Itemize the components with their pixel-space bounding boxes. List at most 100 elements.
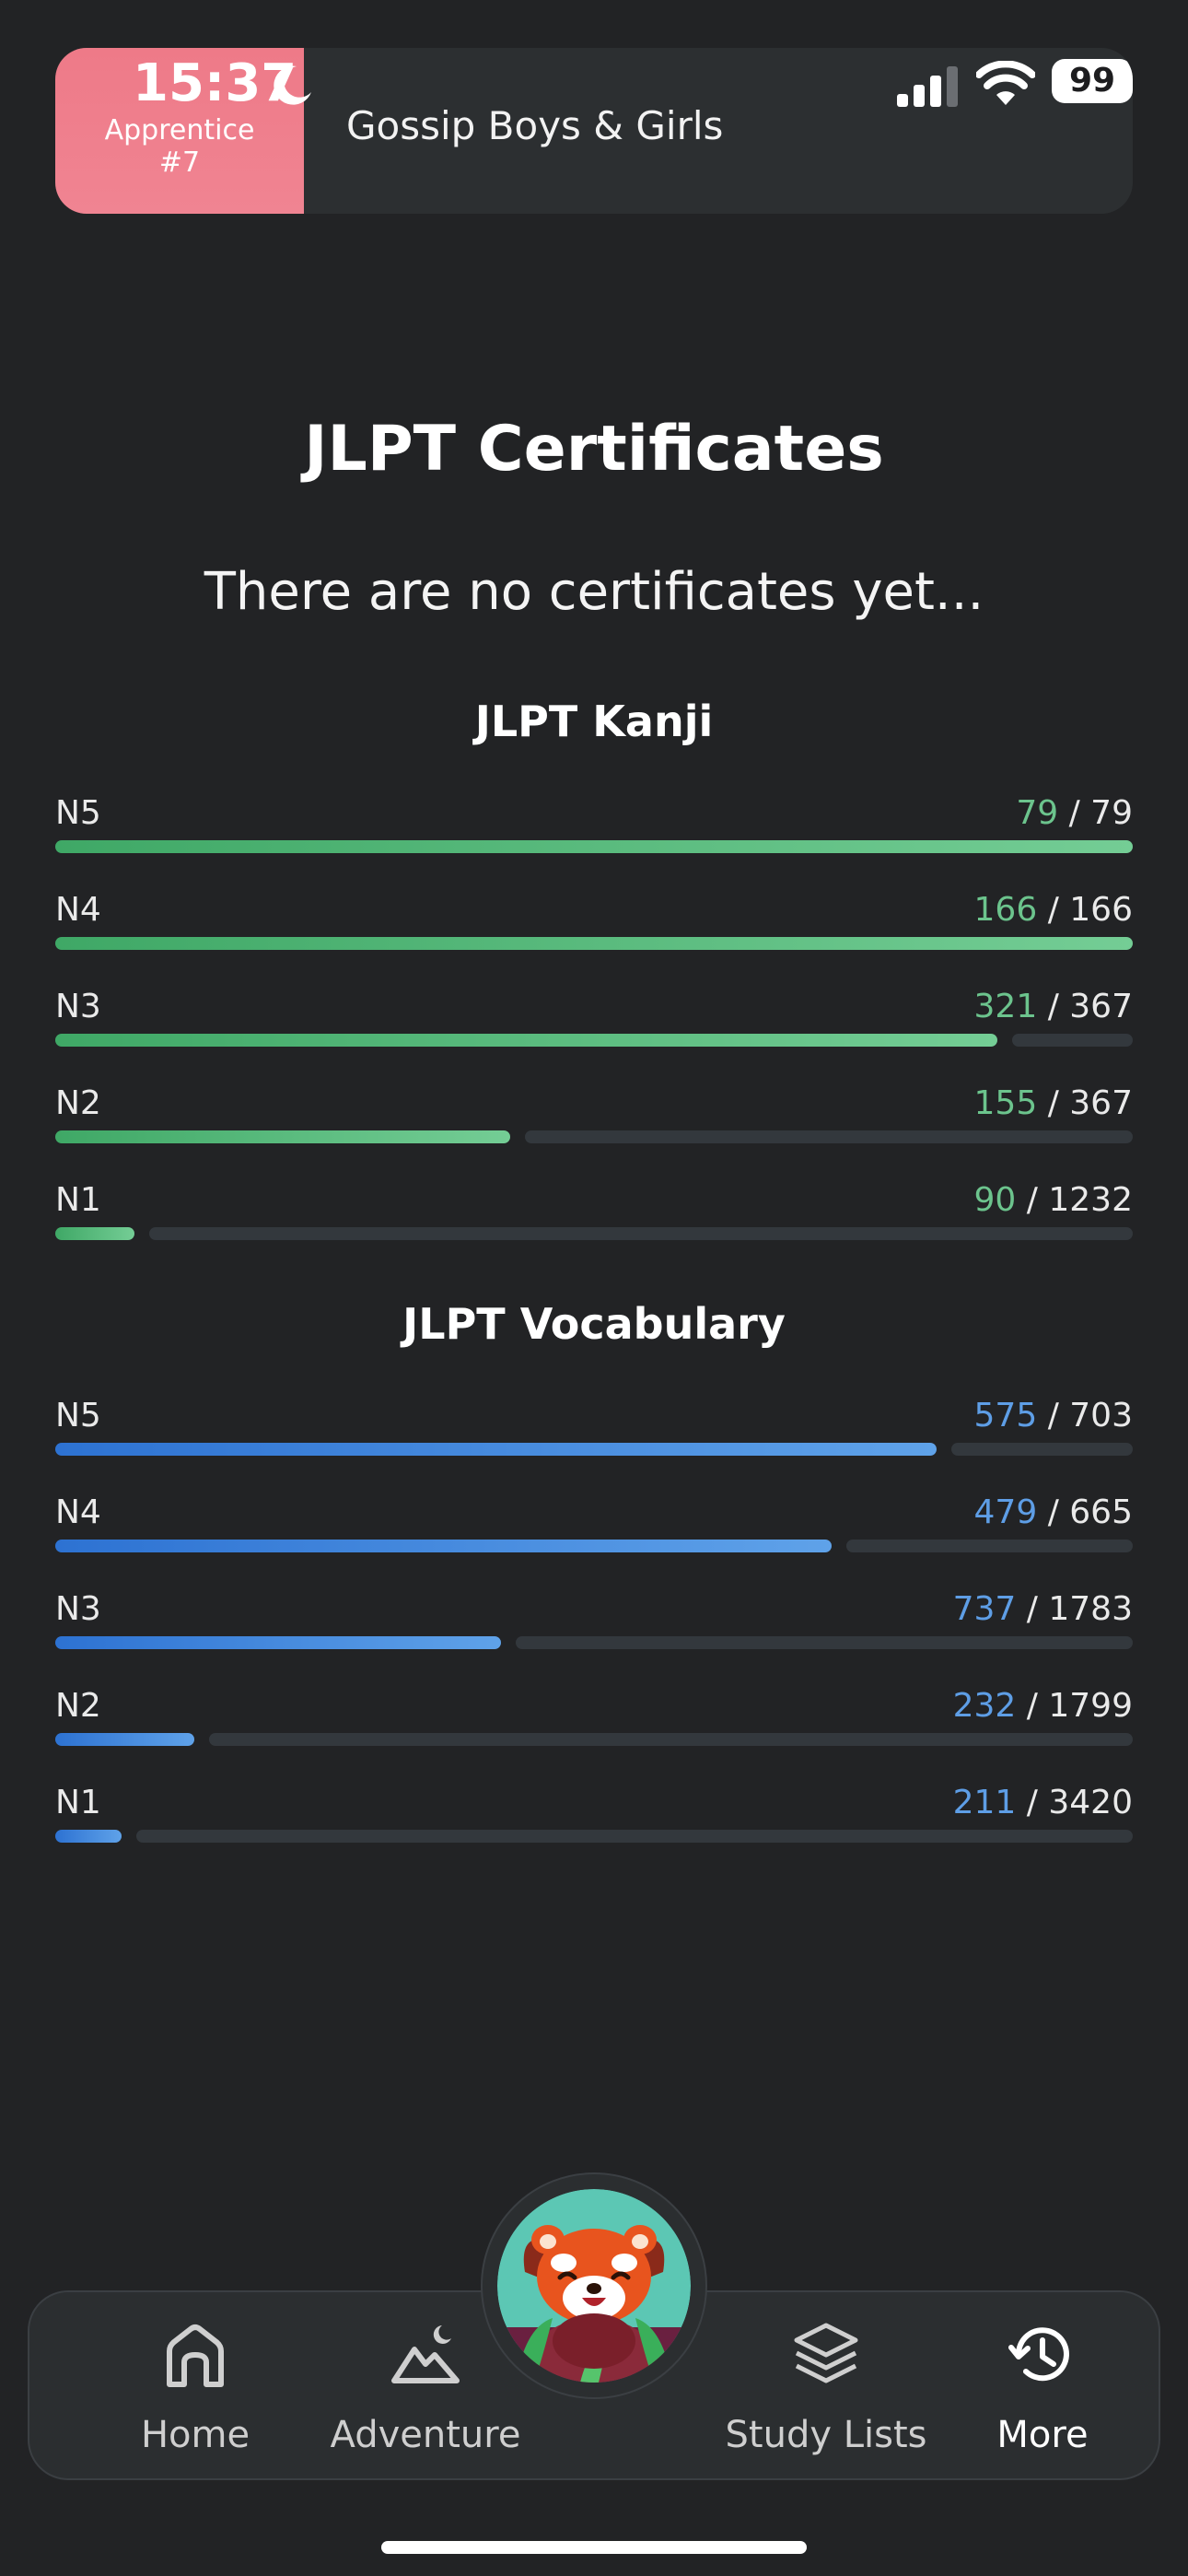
home-indicator[interactable]: [381, 2541, 807, 2554]
progress-level-label: N4: [55, 891, 101, 929]
progress-level-label: N5: [55, 794, 101, 832]
progress-row[interactable]: N2 232 / 1799: [55, 1687, 1133, 1761]
progress-total-count: / 665: [1047, 1493, 1133, 1531]
progress-total-count: / 1799: [1026, 1687, 1133, 1725]
progress-done-count: 211: [952, 1784, 1017, 1821]
progress-level-label: N5: [55, 1397, 101, 1434]
progress-row[interactable]: N3 321 / 367: [55, 988, 1133, 1061]
progress-done-count: 321: [973, 988, 1038, 1025]
progress-done-count: 575: [973, 1397, 1038, 1434]
progress-bar-remaining: [846, 1540, 1133, 1552]
nav-adventure-label: Adventure: [330, 2414, 521, 2456]
progress-bar-remaining: [149, 1227, 1133, 1240]
progress-bar: [55, 1636, 1133, 1649]
moon-icon: [274, 65, 311, 105]
progress-done-count: 479: [973, 1493, 1038, 1531]
empty-certificates-text: There are no certificates yet...: [204, 562, 984, 622]
progress-done-count: 232: [952, 1687, 1017, 1725]
progress-bar: [55, 1227, 1133, 1240]
progress-row[interactable]: N1 211 / 3420: [55, 1784, 1133, 1857]
progress-count: 321 / 367: [974, 988, 1133, 1025]
nav-more[interactable]: More: [950, 2292, 1135, 2482]
progress-row[interactable]: N1 90 / 1232: [55, 1181, 1133, 1255]
home-icon: [167, 2324, 224, 2387]
progress-bar-remaining: [516, 1636, 1133, 1649]
progress-count: 737 / 1783: [953, 1590, 1133, 1628]
progress-level-label: N3: [55, 988, 101, 1025]
history-icon: [1008, 2327, 1069, 2382]
progress-bar-fill: [55, 1540, 832, 1552]
progress-count: 155 / 367: [974, 1084, 1133, 1122]
progress-done-count: 737: [952, 1590, 1017, 1628]
progress-level-label: N2: [55, 1687, 101, 1725]
mascot-button[interactable]: [481, 2172, 707, 2399]
progress-bar-fill: [55, 937, 1133, 950]
progress-total-count: / 1783: [1026, 1590, 1133, 1628]
progress-row[interactable]: N5 575 / 703: [55, 1397, 1133, 1470]
progress-total-count: / 367: [1047, 1084, 1133, 1122]
battery-level: 99: [1052, 59, 1133, 103]
progress-count: 211 / 3420: [953, 1784, 1133, 1821]
progress-row[interactable]: N4 166 / 166: [55, 891, 1133, 965]
progress-row[interactable]: N4 479 / 665: [55, 1493, 1133, 1567]
progress-row[interactable]: N2 155 / 367: [55, 1084, 1133, 1158]
progress-count: 575 / 703: [974, 1397, 1133, 1434]
progress-bar-remaining: [525, 1130, 1133, 1143]
progress-total-count: / 703: [1047, 1397, 1133, 1434]
level-badge: [55, 48, 304, 214]
progress-bar-fill: [55, 1636, 501, 1649]
vocab-section-title: JLPT Vocabulary: [402, 1299, 786, 1349]
progress-bar: [55, 1733, 1133, 1746]
progress-level-label: N1: [55, 1181, 101, 1219]
nav-study-lists-label: Study Lists: [725, 2414, 927, 2456]
progress-done-count: 79: [1016, 794, 1059, 832]
progress-total-count: / 166: [1047, 891, 1133, 929]
progress-bar-fill: [55, 1130, 510, 1143]
cellular-signal-icon: [897, 66, 958, 107]
nav-study-lists[interactable]: Study Lists: [702, 2292, 950, 2482]
nav-adventure[interactable]: Adventure: [306, 2292, 545, 2482]
progress-total-count: / 1232: [1026, 1181, 1133, 1219]
mountain-icon: [391, 2325, 460, 2383]
progress-bar-remaining: [136, 1830, 1133, 1843]
header-card[interactable]: 15:37 Apprentice #7 Gossip Boys & Girls …: [55, 48, 1133, 214]
deck-title[interactable]: Gossip Boys & Girls: [346, 103, 724, 148]
progress-row[interactable]: N5 79 / 79: [55, 794, 1133, 868]
progress-bar-remaining: [209, 1733, 1133, 1746]
progress-count: 90 / 1232: [974, 1181, 1133, 1219]
progress-level-label: N2: [55, 1084, 101, 1122]
red-panda-mascot-icon: [497, 2189, 691, 2383]
nav-home[interactable]: Home: [85, 2292, 306, 2482]
progress-bar-fill: [55, 1443, 937, 1456]
nav-more-label: More: [996, 2414, 1089, 2456]
layers-icon: [794, 2323, 858, 2383]
level-label: Apprentice #7: [104, 114, 255, 179]
progress-count: 479 / 665: [974, 1493, 1133, 1531]
wifi-icon: [976, 61, 1035, 105]
progress-total-count: / 79: [1068, 794, 1133, 832]
progress-bar-fill: [55, 1733, 194, 1746]
progress-bar-fill: [55, 840, 1133, 853]
progress-bar: [55, 1540, 1133, 1552]
progress-bar: [55, 1443, 1133, 1456]
progress-count: 79 / 79: [1016, 794, 1133, 832]
progress-bar: [55, 937, 1133, 950]
progress-bar-fill: [55, 1227, 134, 1240]
progress-done-count: 166: [973, 891, 1038, 929]
battery-indicator: 99: [1052, 59, 1133, 103]
progress-level-label: N4: [55, 1493, 101, 1531]
bottom-nav: Home Adventure Study Lists More: [28, 2290, 1160, 2480]
progress-done-count: 155: [973, 1084, 1038, 1122]
progress-level-label: N3: [55, 1590, 101, 1628]
progress-bar-fill: [55, 1034, 997, 1047]
progress-count: 166 / 166: [974, 891, 1133, 929]
progress-done-count: 90: [973, 1181, 1017, 1219]
progress-total-count: / 367: [1047, 988, 1133, 1025]
progress-row[interactable]: N3 737 / 1783: [55, 1590, 1133, 1664]
nav-home-label: Home: [140, 2414, 250, 2456]
progress-bar: [55, 1830, 1133, 1843]
progress-count: 232 / 1799: [953, 1687, 1133, 1725]
progress-bar: [55, 1034, 1133, 1047]
progress-bar: [55, 1130, 1133, 1143]
